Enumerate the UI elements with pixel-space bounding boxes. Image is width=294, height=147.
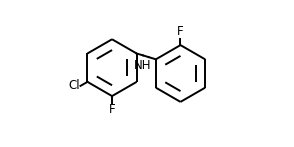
Text: Cl: Cl — [68, 79, 80, 92]
Text: F: F — [177, 25, 184, 38]
Text: NH: NH — [133, 59, 151, 72]
Text: F: F — [109, 103, 115, 116]
